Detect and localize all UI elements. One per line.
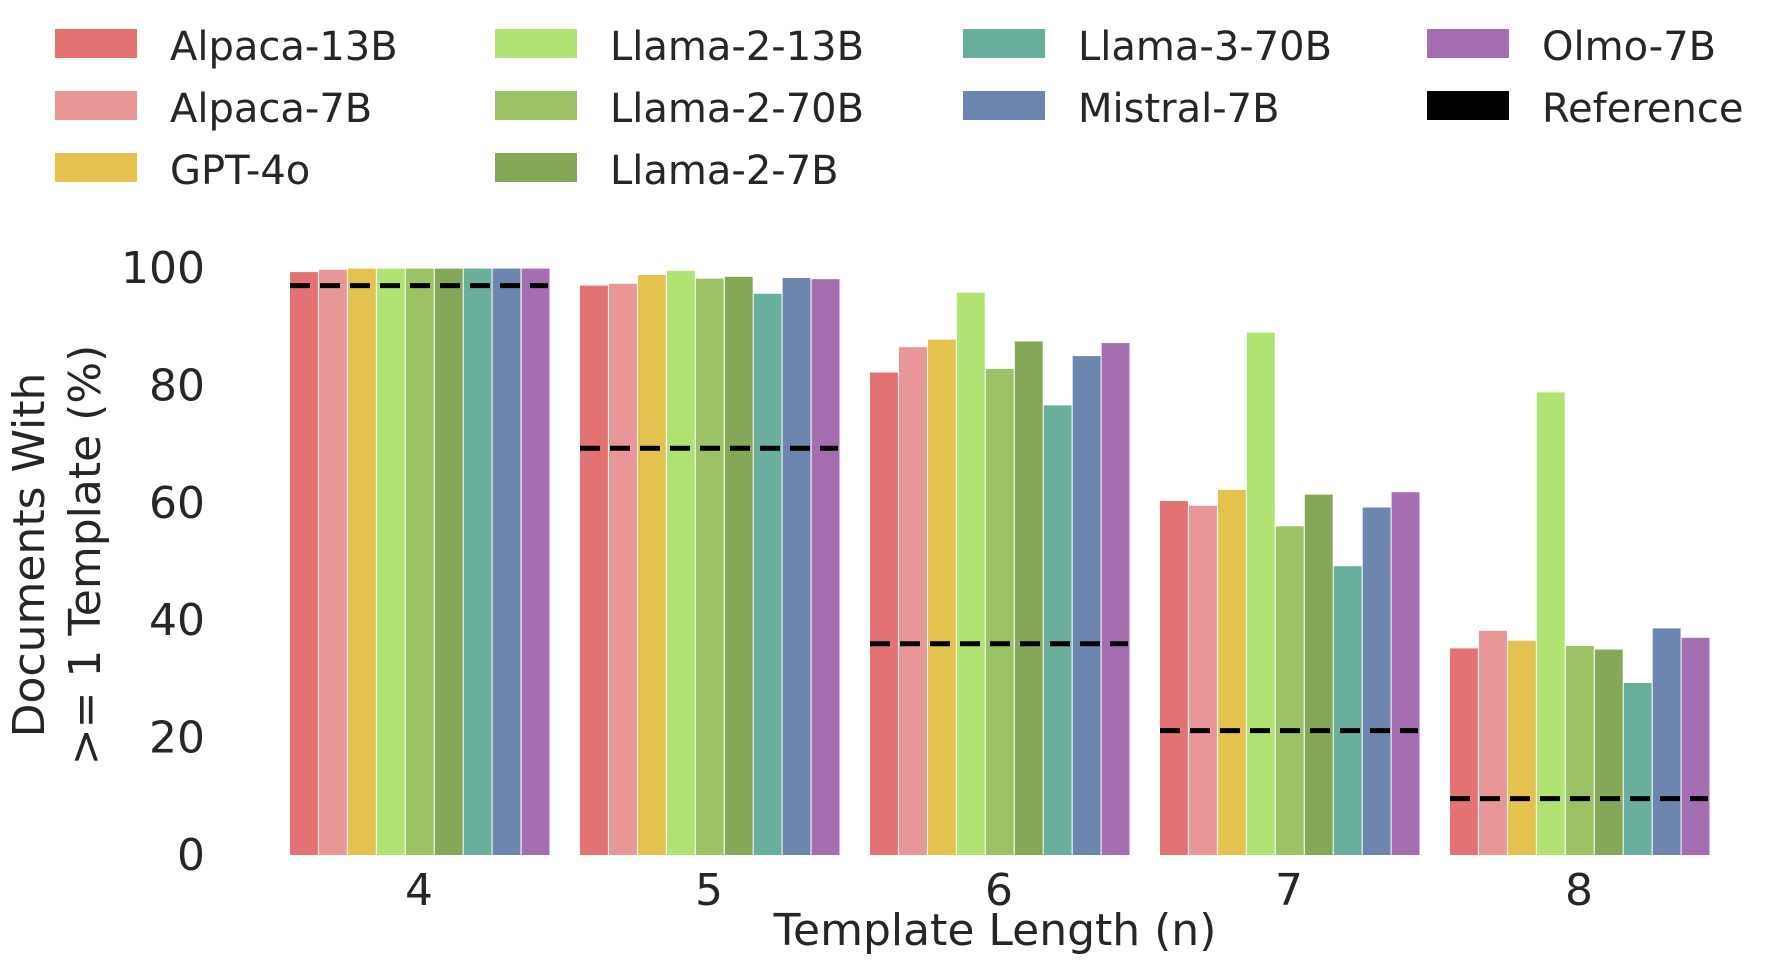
bar-olmo-7b-n4: [521, 268, 550, 856]
bar-llama-2-7b-n7: [1304, 494, 1333, 855]
legend-swatch: [963, 29, 1045, 58]
bar-alpaca-13b-n7: [1160, 501, 1188, 855]
legend-label: Alpaca-7B: [170, 86, 372, 132]
y-tick-label-40: 40: [149, 595, 205, 646]
bar-llama-2-70b-n7: [1275, 526, 1304, 855]
bar-alpaca-7b-n8: [1479, 630, 1507, 855]
y-tick-label-80: 80: [149, 360, 205, 411]
legend-item-llama-3-70b: Llama-3-70B: [963, 24, 1332, 70]
reference-lines-layer: [290, 283, 1708, 802]
legend-item-llama-2-7b: Llama-2-7B: [495, 148, 839, 194]
bar-alpaca-13b-n8: [1450, 648, 1478, 855]
bar-llama-2-70b-n6: [985, 369, 1014, 855]
bar-alpaca-13b-n6: [870, 372, 898, 855]
bar-llama-2-13b-n6: [956, 292, 985, 855]
bar-llama-3-70b-n5: [753, 293, 782, 855]
bar-llama-2-13b-n5: [666, 270, 695, 855]
y-tick-label-20: 20: [149, 713, 205, 764]
bar-mistral-7b-n8: [1652, 628, 1681, 855]
bar-gpt-4o-n6: [927, 339, 956, 856]
legend-swatch: [495, 29, 577, 58]
bar-mistral-7b-n7: [1362, 507, 1391, 855]
x-axis-label: Template Length (n): [773, 905, 1217, 956]
bar-gpt-4o-n4: [347, 268, 376, 856]
legend-item-alpaca-7b: Alpaca-7B: [55, 86, 372, 132]
legend-item-mistral-7b: Mistral-7B: [963, 86, 1280, 132]
x-tick-label-5: 5: [695, 865, 723, 916]
legend-item-alpaca-13b: Alpaca-13B: [55, 24, 398, 70]
bar-llama-2-7b-n5: [724, 276, 753, 855]
x-tick-label-7: 7: [1275, 865, 1303, 916]
legend-swatch: [1427, 91, 1509, 120]
bar-olmo-7b-n5: [811, 279, 840, 855]
bar-gpt-4o-n7: [1217, 489, 1246, 855]
bar-olmo-7b-n6: [1101, 343, 1130, 855]
bar-llama-2-70b-n4: [405, 268, 434, 856]
bar-olmo-7b-n7: [1391, 492, 1420, 855]
legend-item-gpt-4o: GPT-4o: [55, 148, 310, 194]
y-tick-label-100: 100: [121, 243, 205, 294]
bar-llama-2-13b-n4: [376, 268, 405, 856]
legend-label: Llama-3-70B: [1078, 24, 1332, 70]
legend-label: Mistral-7B: [1078, 86, 1280, 132]
legend-swatch: [55, 153, 137, 182]
y-tick-label-60: 60: [149, 478, 205, 529]
bar-llama-2-7b-n8: [1594, 649, 1623, 855]
bar-llama-2-70b-n5: [695, 278, 724, 856]
bar-llama-2-7b-n6: [1014, 341, 1043, 855]
legend-swatch: [1427, 29, 1509, 58]
bar-mistral-7b-n6: [1072, 356, 1101, 855]
x-tick-label-8: 8: [1565, 865, 1593, 916]
bar-gpt-4o-n5: [637, 275, 666, 855]
x-axis: 4 5 6 7 8: [405, 865, 1593, 916]
legend-swatch: [55, 29, 137, 58]
y-axis-label-line-2: >= 1 Template (%): [60, 345, 111, 766]
legend-item-llama-2-70b: Llama-2-70B: [495, 86, 864, 132]
legend-item-llama-2-13b: Llama-2-13B: [495, 24, 864, 70]
legend-label: GPT-4o: [170, 148, 310, 194]
bar-mistral-7b-n5: [782, 278, 811, 855]
bar-alpaca-13b-n5: [580, 285, 608, 856]
bar-alpaca-13b-n4: [290, 272, 318, 856]
bar-alpaca-7b-n4: [318, 269, 347, 855]
bar-llama-2-7b-n4: [434, 268, 463, 856]
bar-llama-2-13b-n8: [1536, 392, 1565, 855]
bar-olmo-7b-n8: [1681, 637, 1710, 855]
bar-llama-3-70b-n8: [1623, 683, 1652, 855]
legend-label: Llama-2-13B: [610, 24, 864, 70]
legend-swatch: [963, 91, 1045, 120]
legend-swatch: [55, 91, 137, 120]
bar-llama-2-13b-n7: [1246, 332, 1275, 856]
y-axis-label-line-1: Documents With: [4, 373, 55, 738]
y-axis: 0 20 40 60 80 100: [121, 243, 205, 881]
legend-label: Alpaca-13B: [170, 24, 398, 70]
legend-swatch: [495, 153, 577, 182]
bar-mistral-7b-n4: [492, 268, 521, 856]
bar-llama-3-70b-n7: [1333, 566, 1362, 855]
bar-llama-2-70b-n8: [1565, 646, 1594, 855]
x-tick-label-4: 4: [405, 865, 433, 916]
legend-label: Reference: [1542, 86, 1743, 132]
legend: Alpaca-13B Alpaca-7B GPT-4o Llama-2-13B Llam…: [55, 24, 1743, 194]
y-tick-label-0: 0: [177, 830, 205, 881]
legend-item-olmo-7b: Olmo-7B: [1427, 24, 1716, 70]
legend-item-reference: Reference: [1427, 86, 1743, 132]
bar-alpaca-7b-n6: [899, 347, 927, 855]
legend-label: Llama-2-7B: [610, 148, 839, 194]
bars-layer: [290, 268, 1710, 856]
legend-swatch: [495, 91, 577, 120]
legend-label: Llama-2-70B: [610, 86, 864, 132]
legend-label: Olmo-7B: [1542, 24, 1716, 70]
bar-llama-3-70b-n6: [1043, 405, 1072, 855]
x-tick-label-6: 6: [985, 865, 1013, 916]
bar-alpaca-7b-n7: [1189, 505, 1217, 855]
bar-gpt-4o-n8: [1507, 640, 1536, 855]
bar-llama-3-70b-n4: [463, 268, 492, 856]
bar-alpaca-7b-n5: [609, 283, 637, 855]
